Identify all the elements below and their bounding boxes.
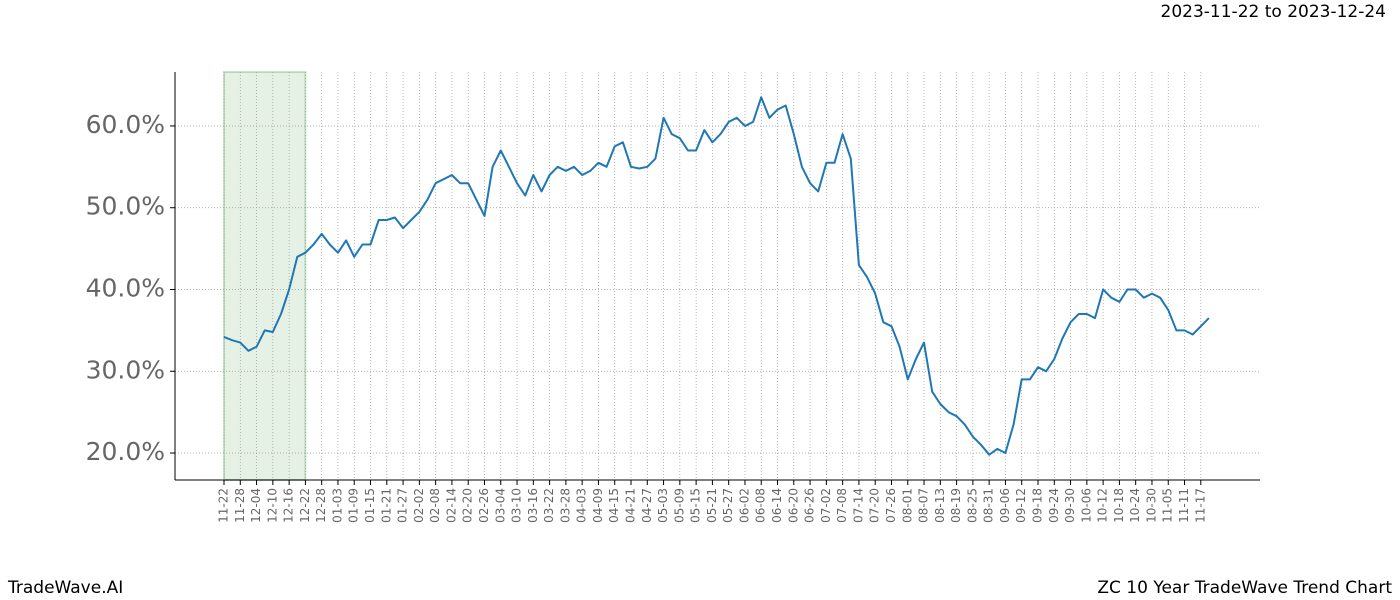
x-tick-label: 09-18 [1031, 488, 1045, 523]
x-tick-label: 07-08 [835, 488, 849, 523]
x-tick-label: 05-27 [721, 488, 735, 523]
y-tick-label: 50.0% [86, 192, 165, 221]
x-tick-label: 05-21 [705, 488, 719, 523]
x-tick-label: 05-15 [689, 488, 703, 523]
y-tick-label: 20.0% [86, 437, 165, 466]
y-tick-label: 60.0% [86, 110, 165, 139]
x-tick-label: 06-02 [737, 488, 751, 523]
x-tick-label: 03-10 [510, 488, 524, 523]
x-tick-label: 08-31 [982, 488, 996, 523]
x-tick-label: 06-26 [803, 488, 817, 523]
x-tick-label: 01-21 [379, 488, 393, 523]
trend-line [223, 96, 1210, 456]
x-tick-label: 03-22 [542, 488, 556, 523]
brand: TradeWave.AI [7, 578, 123, 598]
x-tick-label: 07-20 [868, 488, 882, 523]
x-tick-label: 12-22 [298, 488, 312, 523]
x-tick-label: 07-26 [884, 488, 898, 523]
x-tick-label: 03-04 [493, 488, 507, 523]
x-tick-label: 06-20 [786, 488, 800, 523]
x-tick-label: 02-26 [477, 488, 491, 523]
x-tick-label: 05-03 [656, 488, 670, 523]
x-tick-label: 08-07 [917, 488, 931, 523]
x-tick-label: 02-08 [428, 488, 442, 523]
x-tick-label: 02-02 [412, 488, 426, 523]
y-tick-label: 40.0% [86, 273, 165, 302]
x-tick-label: 12-10 [265, 488, 279, 523]
x-tick-label: 07-14 [851, 488, 865, 523]
x-tick-label: 09-12 [1014, 488, 1028, 523]
x-tick-label: 09-30 [1063, 488, 1077, 523]
x-tick-label: 12-16 [282, 488, 296, 523]
x-tick-label: 09-06 [998, 488, 1012, 523]
x-tick-label: 05-09 [672, 488, 686, 523]
x-tick-label: 01-09 [347, 488, 361, 523]
x-tick-label: 02-14 [444, 488, 458, 523]
x-tick-label: 11-22 [217, 488, 231, 523]
x-tick-label: 08-13 [933, 488, 947, 523]
x-tick-label: 01-03 [330, 488, 344, 523]
x-tick-label: 04-09 [591, 488, 605, 523]
x-tick-label: 02-20 [461, 488, 475, 523]
x-tick-label: 03-16 [526, 488, 540, 523]
date-range: 2023-11-22 to 2023-12-24 [1161, 2, 1386, 22]
x-tick-label: 08-01 [900, 488, 914, 523]
x-tick-label: 10-30 [1144, 488, 1158, 523]
x-tick-label: 12-04 [249, 488, 263, 523]
x-tick-label: 11-17 [1193, 488, 1207, 523]
x-tick-label: 04-27 [640, 488, 654, 523]
chart-title: ZC 10 Year TradeWave Trend Chart [1097, 578, 1392, 598]
x-tick-label: 12-28 [314, 488, 328, 523]
x-tick-label: 11-11 [1177, 488, 1191, 523]
x-tick-label: 01-27 [396, 488, 410, 523]
x-tick-label: 06-08 [754, 488, 768, 523]
y-tick-label: 30.0% [86, 355, 165, 384]
x-tick-label: 10-24 [1128, 488, 1142, 523]
x-tick-label: 04-03 [575, 488, 589, 523]
x-tick-label: 08-25 [965, 488, 979, 523]
x-tick-label: 08-19 [949, 488, 963, 523]
x-tick-label: 01-15 [363, 488, 377, 523]
x-tick-label: 11-05 [1161, 488, 1175, 523]
x-tick-label: 10-06 [1079, 488, 1093, 523]
x-tick-label: 09-24 [1047, 488, 1061, 523]
x-tick-label: 10-18 [1112, 488, 1126, 523]
x-tick-label: 11-28 [233, 488, 247, 523]
x-tick-label: 04-21 [624, 488, 638, 523]
x-tick-label: 07-02 [819, 488, 833, 523]
x-tick-label: 03-28 [558, 488, 572, 523]
x-tick-label: 06-14 [770, 488, 784, 523]
x-tick-label: 10-12 [1096, 488, 1110, 523]
x-tick-label: 04-15 [607, 488, 621, 523]
